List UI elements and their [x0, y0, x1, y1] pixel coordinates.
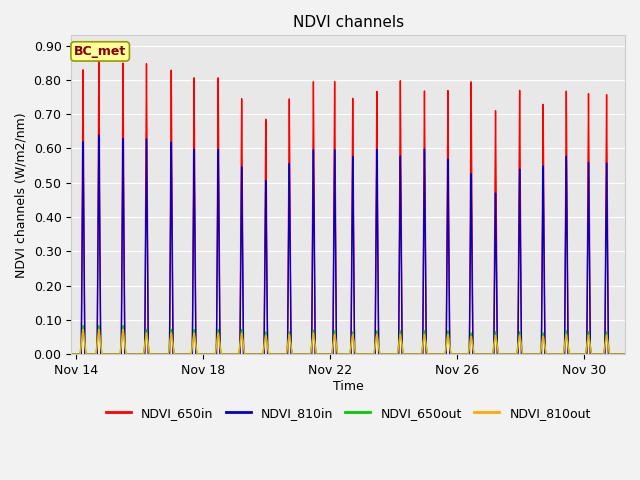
NDVI_650out — [621, 351, 629, 357]
Text: BC_met: BC_met — [74, 45, 126, 58]
NDVI_650in — [423, 351, 431, 357]
NDVI_810out — [586, 336, 593, 342]
NDVI_810in — [67, 351, 75, 357]
Legend: NDVI_650in, NDVI_810in, NDVI_650out, NDVI_810out: NDVI_650in, NDVI_810in, NDVI_650out, NDV… — [100, 402, 596, 425]
NDVI_650out — [67, 351, 75, 357]
Line: NDVI_650out: NDVI_650out — [71, 325, 625, 354]
NDVI_810in — [403, 351, 410, 357]
NDVI_810out — [423, 348, 431, 353]
NDVI_650out — [423, 347, 431, 352]
NDVI_810in — [423, 351, 431, 357]
NDVI_810out — [403, 351, 410, 357]
NDVI_650in — [621, 351, 629, 357]
NDVI_650out — [586, 334, 593, 340]
NDVI_810out — [205, 351, 213, 357]
NDVI_650in — [330, 305, 337, 311]
NDVI_810out — [621, 351, 629, 357]
NDVI_650out — [464, 351, 472, 357]
NDVI_810in — [464, 351, 472, 357]
NDVI_650in — [95, 57, 103, 62]
NDVI_650in — [67, 351, 75, 357]
NDVI_650in — [586, 186, 593, 192]
NDVI_810in — [95, 132, 103, 138]
NDVI_810in — [586, 229, 593, 235]
NDVI_650in — [403, 351, 410, 357]
NDVI_810out — [67, 351, 75, 357]
NDVI_650in — [205, 351, 213, 357]
NDVI_810in — [621, 351, 629, 357]
NDVI_810in — [330, 317, 337, 323]
NDVI_650in — [464, 351, 472, 357]
NDVI_810out — [79, 326, 87, 332]
NDVI_650out — [330, 340, 337, 346]
Line: NDVI_650in: NDVI_650in — [71, 60, 625, 354]
NDVI_650out — [79, 323, 87, 328]
NDVI_810out — [330, 341, 337, 347]
X-axis label: Time: Time — [333, 380, 364, 393]
Line: NDVI_810in: NDVI_810in — [71, 135, 625, 354]
Title: NDVI channels: NDVI channels — [292, 15, 404, 30]
Y-axis label: NDVI channels (W/m2/nm): NDVI channels (W/m2/nm) — [15, 112, 28, 277]
NDVI_810in — [205, 351, 213, 357]
NDVI_650out — [403, 351, 410, 357]
NDVI_810out — [464, 351, 472, 357]
Line: NDVI_810out: NDVI_810out — [71, 329, 625, 354]
NDVI_650out — [205, 351, 213, 357]
